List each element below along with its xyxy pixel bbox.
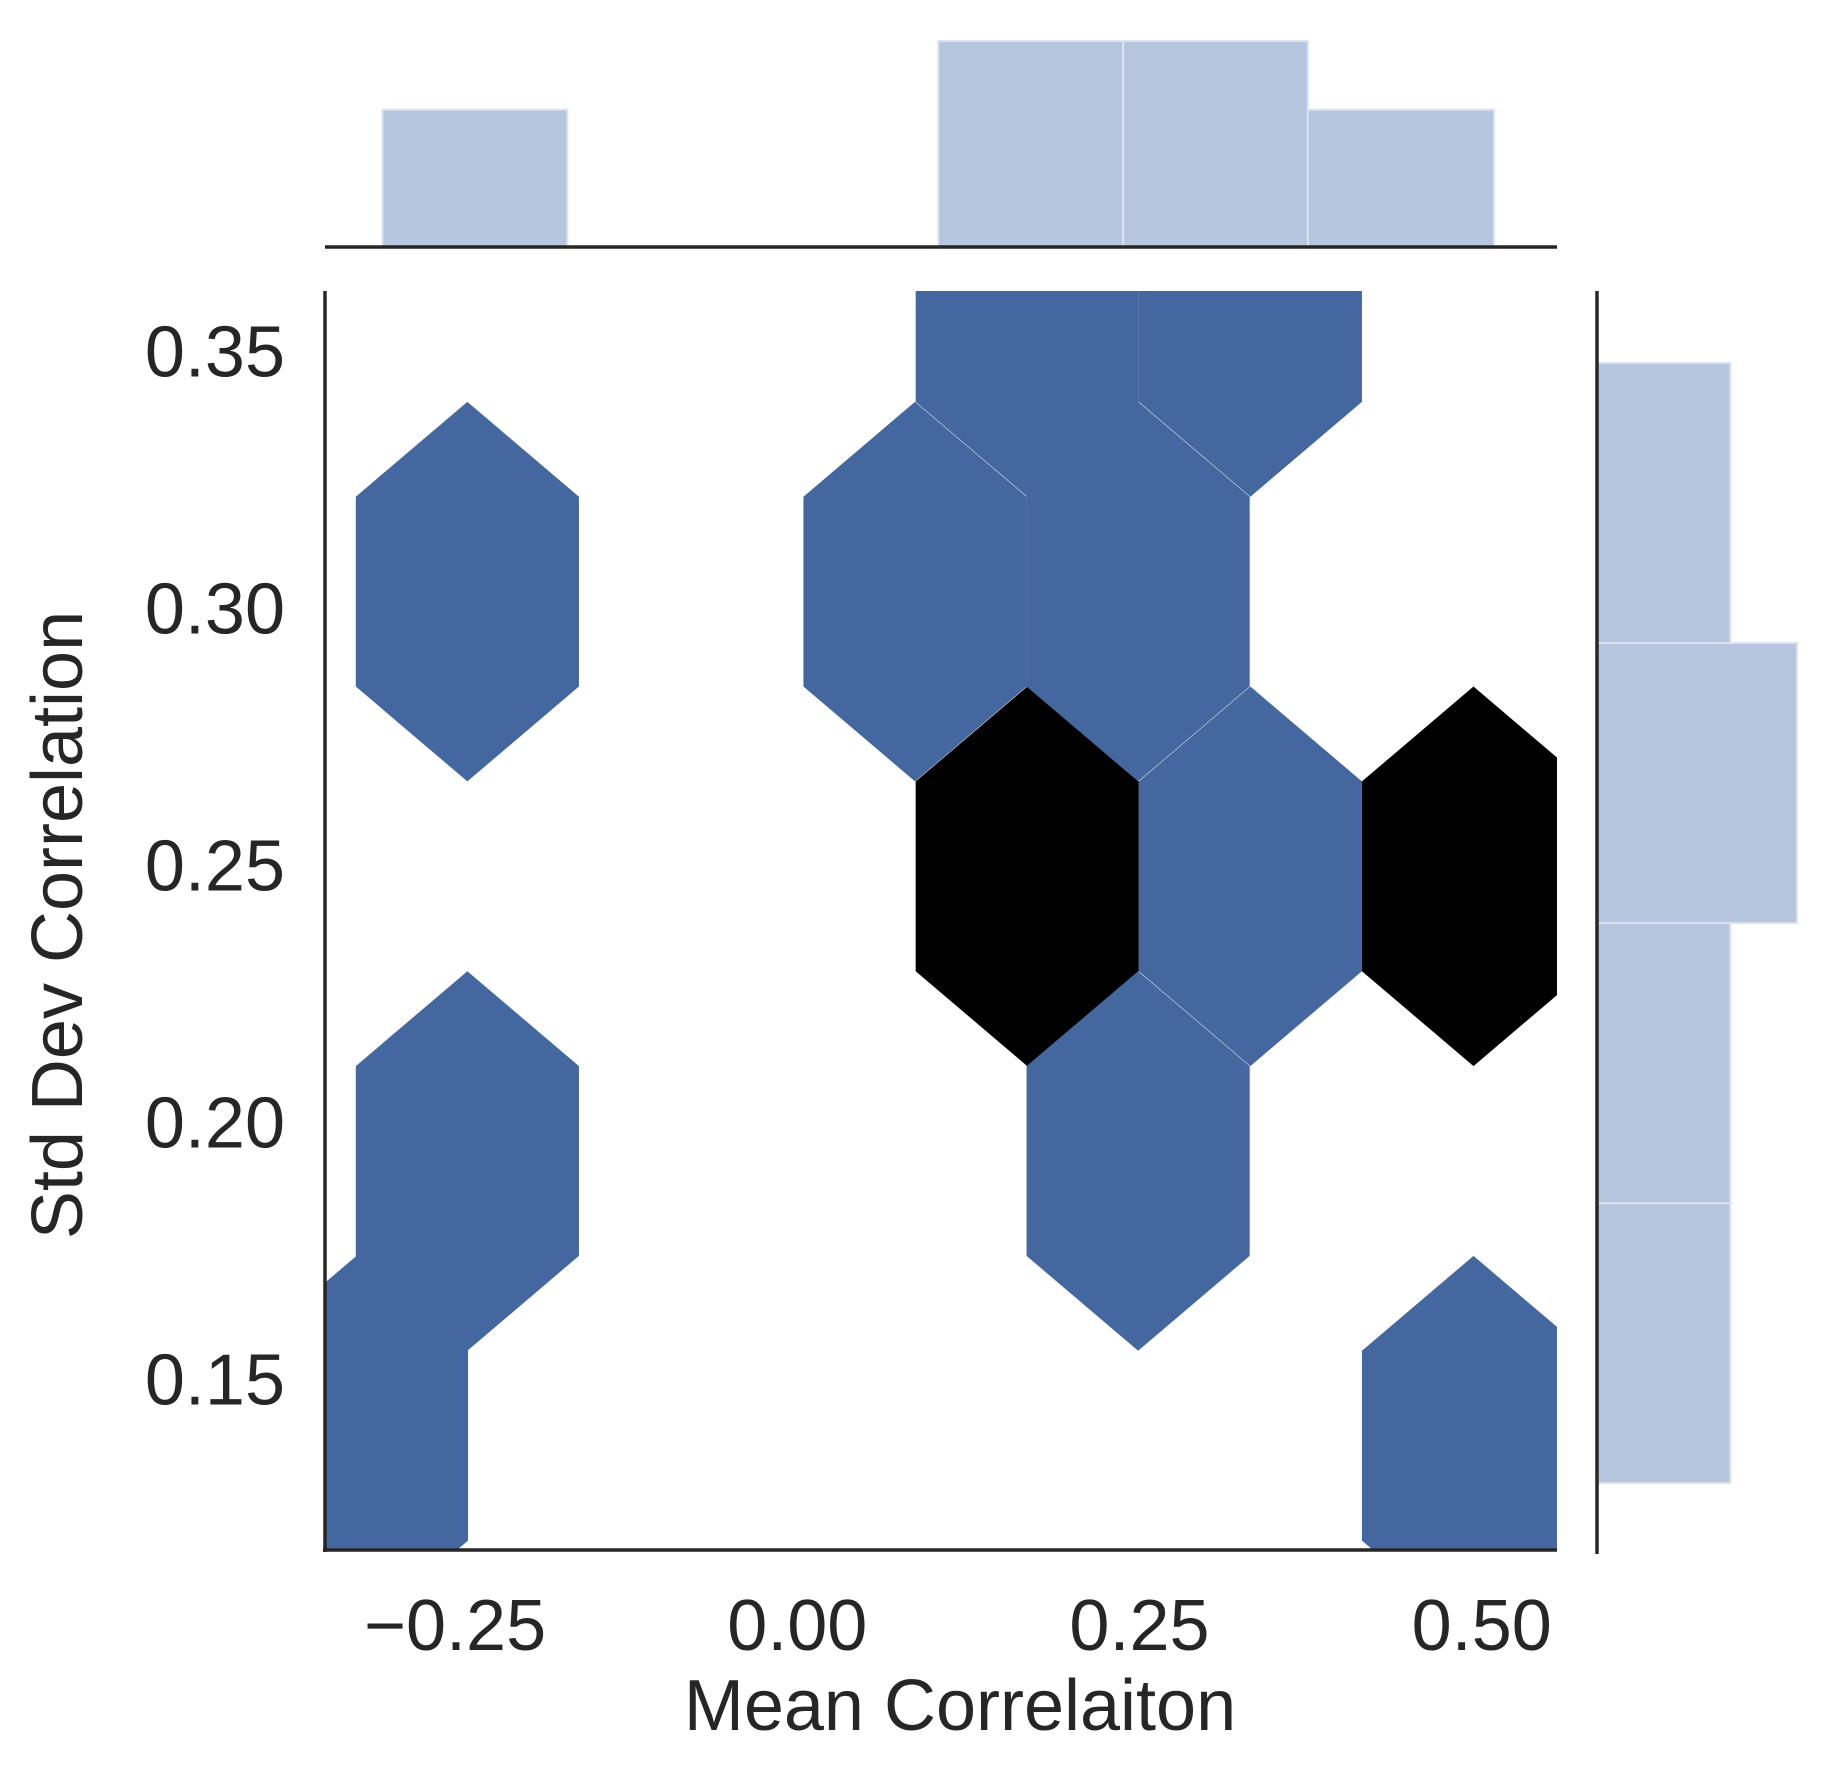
x-axis-label: Mean Correlaiton <box>684 1666 1236 1746</box>
histogram-bar <box>1596 361 1732 645</box>
x-tick-label: 0.50 <box>1412 1586 1552 1666</box>
x-tick-label: 0.00 <box>727 1586 867 1666</box>
hexbin <box>915 291 1139 497</box>
y-axis-ticks: 0.15 0.20 0.25 0.30 0.35 <box>145 313 285 1421</box>
histogram-bar <box>1122 40 1309 248</box>
hexbin-plot <box>325 291 1557 1550</box>
hexbin <box>355 971 579 1351</box>
hexbin <box>1361 686 1557 1067</box>
hexbin <box>355 401 579 782</box>
histogram-bar <box>937 40 1125 248</box>
x-tick-label: −0.25 <box>364 1586 546 1666</box>
hexbin <box>915 686 1139 1067</box>
y-tick-label: 0.25 <box>145 826 285 906</box>
x-tick-label: 0.25 <box>1069 1586 1209 1666</box>
y-tick-label: 0.35 <box>145 313 285 393</box>
hexbin <box>1026 971 1250 1351</box>
hexbin <box>1026 401 1250 782</box>
histogram-bar <box>1596 922 1732 1205</box>
y-tick-label: 0.30 <box>145 570 285 650</box>
x-marginal-histogram <box>325 40 1557 249</box>
histogram-bar <box>1306 108 1496 248</box>
y-axis-label: Std Dev Correlation <box>18 611 98 1239</box>
histogram-bar <box>381 108 569 248</box>
x-axis-ticks: −0.25 0.00 0.25 0.50 <box>364 1586 1552 1666</box>
y-marginal-histogram <box>1595 291 1798 1554</box>
histogram-bar <box>1596 1202 1732 1485</box>
y-tick-label: 0.15 <box>145 1340 285 1420</box>
hexbin <box>325 1255 469 1550</box>
hexbin <box>803 401 1027 782</box>
histogram-bar <box>1596 642 1798 925</box>
hexbin <box>1138 291 1362 497</box>
axes <box>323 291 1557 1552</box>
y-tick-label: 0.20 <box>145 1083 285 1163</box>
hexbin <box>1361 1255 1557 1550</box>
hexbin <box>1138 686 1362 1067</box>
